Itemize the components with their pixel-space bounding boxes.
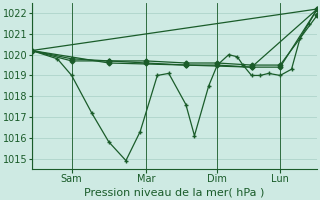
X-axis label: Pression niveau de la mer( hPa ): Pression niveau de la mer( hPa ) <box>84 187 265 197</box>
